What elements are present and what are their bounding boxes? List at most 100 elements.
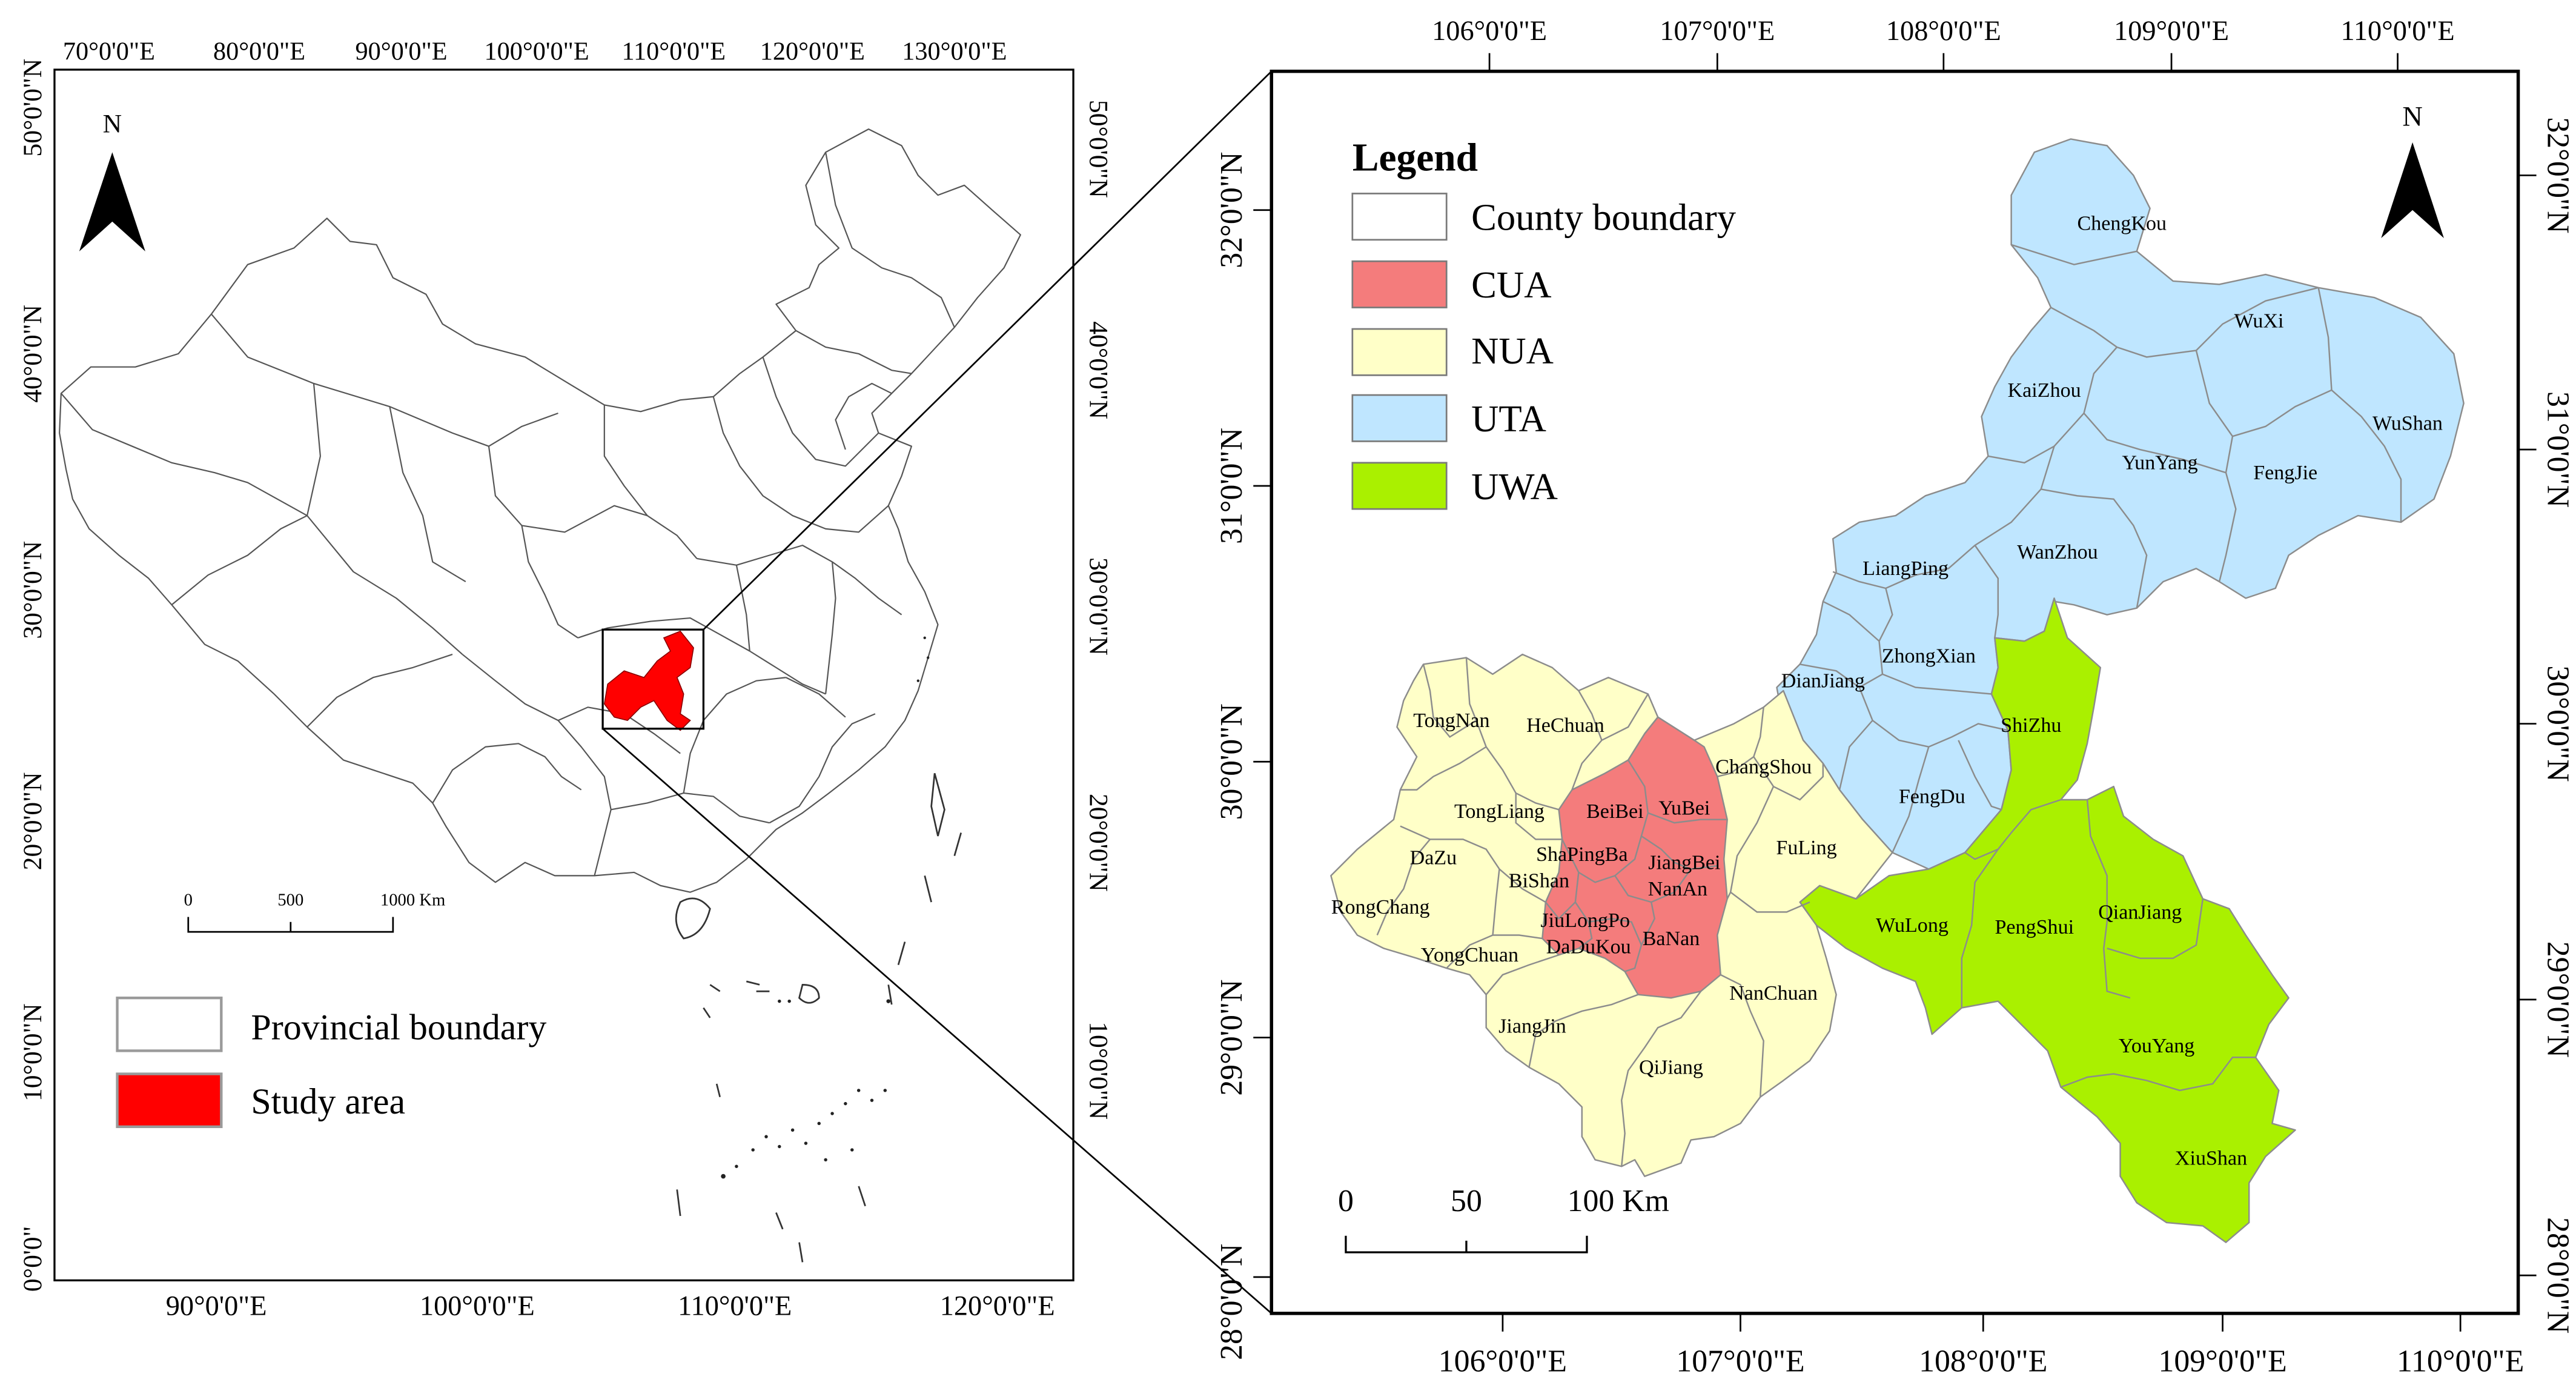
- left-top-tick: 100°0'0"E: [484, 38, 589, 66]
- legend-label-uta: UTA: [1471, 397, 1546, 440]
- county-label: JiangJin: [1498, 1015, 1566, 1037]
- south-sea-islands: [675, 773, 962, 1263]
- county-label: WuShan: [2372, 412, 2443, 434]
- county-boundaries: [1376, 244, 2402, 1167]
- left-bottom-tick: 90°0'0"E: [166, 1291, 267, 1322]
- left-bottom-tick: 120°0'0"E: [940, 1291, 1055, 1322]
- legend-label-county-boundary: County boundary: [1471, 196, 1737, 238]
- right-top-tick: 107°0'0"E: [1660, 16, 1775, 47]
- county-label: JiuLongPo: [1540, 909, 1630, 932]
- county-label: JiangBei: [1648, 851, 1720, 874]
- county-label: FuLing: [1776, 837, 1836, 859]
- county-label: FengDu: [1899, 785, 1965, 808]
- right-scale-bar: 0 50 100 Km: [1338, 1184, 1669, 1254]
- county-label: TongNan: [1413, 709, 1489, 732]
- right-left-tick: 30°0'0"N: [1214, 703, 1249, 820]
- right-left-tick: 28°0'0"N: [1214, 1244, 1249, 1360]
- county-label: YuBei: [1658, 797, 1710, 820]
- legend-swatch-study-area: [116, 1072, 223, 1128]
- left-right-tick: 10°0'0"N: [1084, 1021, 1113, 1120]
- legend-label-nua: NUA: [1471, 330, 1554, 372]
- county-label: TongLiang: [1454, 800, 1545, 823]
- right-top-tick: 108°0'0"E: [1886, 16, 2001, 47]
- left-top-tick: 120°0'0"E: [760, 38, 865, 66]
- county-label: WanZhou: [2017, 541, 2098, 563]
- south-sea-dots: [721, 636, 930, 1179]
- county-label: KaiZhou: [2008, 379, 2081, 402]
- county-label: NanChuan: [1729, 982, 1818, 1004]
- legend-swatch-nua: [1351, 328, 1448, 376]
- county-label: WuLong: [1876, 914, 1949, 937]
- left-left-tick: 10°0'0"N: [18, 1003, 47, 1101]
- county-regions: [1330, 138, 2465, 1243]
- right-left-tick: 31°0'0"N: [1214, 428, 1249, 544]
- left-top-tick: 70°0'0"E: [63, 38, 155, 66]
- county-label: NanAn: [1648, 878, 1707, 900]
- county-label: YongChuan: [1421, 944, 1518, 966]
- county-label: BeiBei: [1586, 800, 1644, 823]
- county-label: DaZu: [1410, 846, 1457, 869]
- county-label: ChengKou: [2077, 212, 2167, 234]
- right-right-tick: 31°0'0"N: [2541, 391, 2575, 508]
- right-legend: Legend County boundary CUA NUA UTA UWA: [1351, 136, 1737, 510]
- legend-swatch-uta: [1351, 394, 1448, 442]
- china-provincial-boundaries: [59, 128, 1021, 893]
- left-top-tick: 130°0'0"E: [902, 38, 1007, 66]
- right-bottom-tick: 108°0'0"E: [1919, 1344, 2047, 1378]
- left-left-tick: 20°0'0"N: [18, 772, 47, 871]
- legend-label-provincial: Provincial boundary: [251, 1007, 546, 1047]
- county-label: BiShan: [1509, 869, 1569, 892]
- right-bottom-tick: 107°0'0"E: [1676, 1344, 1804, 1378]
- study-area-shape: [603, 630, 694, 731]
- county-label: HeChuan: [1526, 714, 1604, 737]
- left-map-frame: [53, 68, 1074, 1281]
- zoom-connector-lines: [602, 70, 1273, 1314]
- right-top-tick: 110°0'0"E: [2340, 16, 2454, 47]
- study-area-box: [601, 628, 705, 730]
- left-top-tick: 90°0'0"E: [355, 38, 447, 66]
- county-label: ShaPingBa: [1536, 843, 1627, 866]
- left-scale-label: 1000 Km: [380, 890, 445, 909]
- legend-swatch-uwa: [1351, 462, 1448, 510]
- right-left-tick: 32°0'0"N: [1214, 152, 1249, 268]
- right-top-tick: 106°0'0"E: [1432, 16, 1547, 47]
- county-label: PengShui: [1995, 916, 2074, 938]
- left-right-tick: 30°0'0"N: [1084, 557, 1113, 656]
- county-label: DianJiang: [1781, 670, 1865, 692]
- left-top-tick: 110°0'0"E: [622, 38, 726, 66]
- north-arrow-icon: [79, 152, 145, 251]
- right-scale-label: 50: [1451, 1184, 1482, 1218]
- left-top-tick: 80°0'0"E: [213, 38, 305, 66]
- county-label: FengJie: [2253, 462, 2317, 484]
- right-right-tick: 32°0'0"N: [2541, 117, 2575, 233]
- left-left-tick: 50°0'0"N: [18, 59, 47, 157]
- right-left-tick: 29°0'0"N: [1214, 979, 1249, 1095]
- right-bottom-tick: 109°0'0"E: [2158, 1344, 2286, 1378]
- left-scale-bar: 0 500 1000 Km: [184, 890, 445, 933]
- legend-label-cua: CUA: [1471, 264, 1551, 306]
- left-left-tick: 0°0'0": [18, 1226, 47, 1292]
- legend-swatch-provincial: [116, 996, 223, 1052]
- right-top-tick: 109°0'0"E: [2114, 16, 2229, 47]
- legend-label-study-area: Study area: [251, 1081, 405, 1121]
- right-bottom-tick: 106°0'0"E: [1439, 1344, 1567, 1378]
- legend-swatch-county-boundary: [1351, 193, 1448, 241]
- left-bottom-tick: 110°0'0"E: [678, 1291, 792, 1322]
- right-bottom-tick: 110°0'0"E: [2397, 1344, 2524, 1378]
- county-label: YouYang: [2119, 1035, 2195, 1057]
- chongqing-detail-map: 106°0'0"E 107°0'0"E 108°0'0"E 109°0'0"E …: [1214, 16, 2575, 1378]
- county-label: ZhongXian: [1882, 645, 1976, 668]
- county-label: LiangPing: [1862, 557, 1949, 580]
- county-label: ShiZhu: [2001, 714, 2061, 737]
- county-label: RongChang: [1331, 896, 1430, 918]
- county-label: WuXi: [2234, 310, 2284, 332]
- left-north-arrow: N: [79, 110, 145, 251]
- county-label: ChangShou: [1715, 755, 1812, 778]
- county-labels: ChengKou WuXi KaiZhou WuShan YunYang Fen…: [1331, 212, 2443, 1169]
- left-left-tick: 40°0'0"N: [18, 305, 47, 403]
- north-arrow-icon: [2381, 142, 2444, 239]
- county-label: DaDuKou: [1546, 936, 1631, 958]
- legend-swatch-cua: [1351, 260, 1448, 308]
- county-label: XiuShan: [2175, 1147, 2247, 1169]
